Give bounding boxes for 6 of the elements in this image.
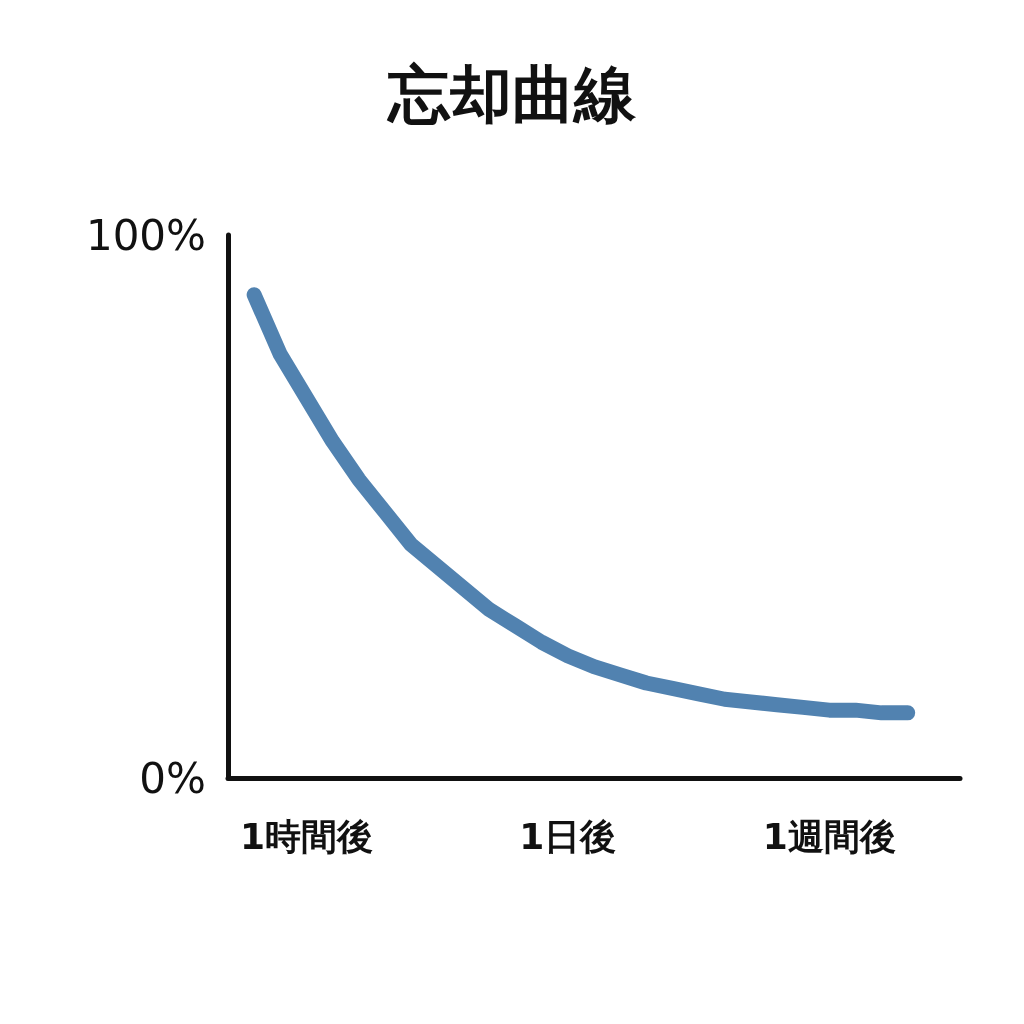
x-tick-label: 1日後 bbox=[519, 815, 617, 857]
x-tick-label: 1時間後 bbox=[239, 815, 373, 857]
chart-title: 忘却曲線 bbox=[386, 57, 637, 131]
y-tick-label: 100% bbox=[85, 210, 206, 260]
y-tick-label: 0% bbox=[139, 753, 206, 803]
x-tick-label: 1週間後 bbox=[762, 815, 896, 857]
